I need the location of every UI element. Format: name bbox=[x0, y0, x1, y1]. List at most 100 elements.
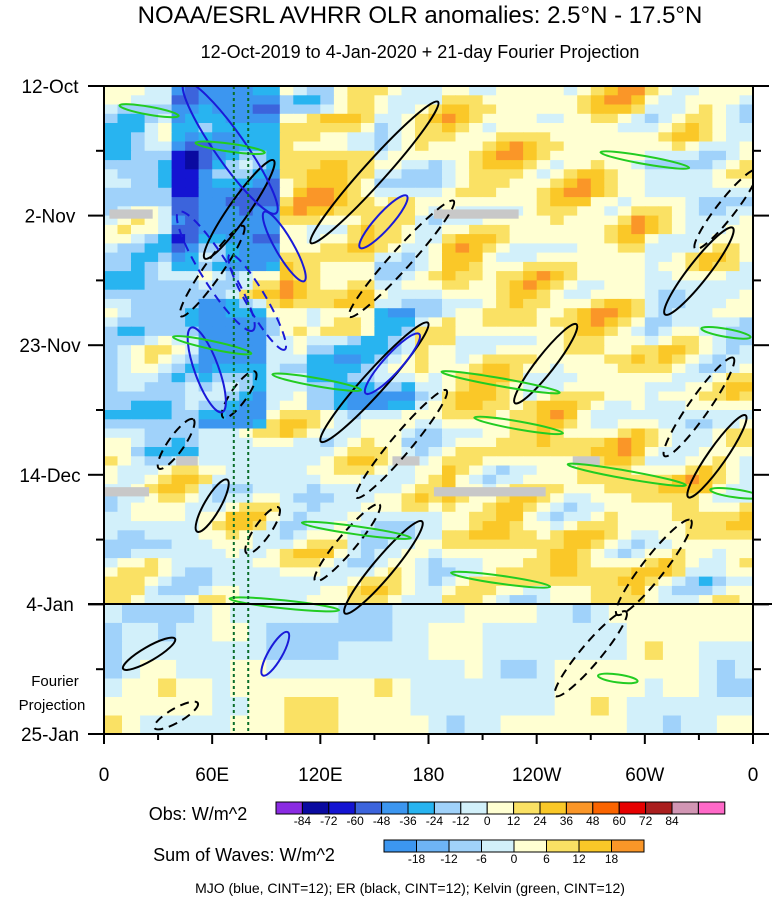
anomaly-cell bbox=[320, 178, 335, 189]
anomaly-cell bbox=[117, 326, 132, 337]
anomaly-cell bbox=[509, 363, 524, 374]
anomaly-cell bbox=[469, 289, 484, 300]
anomaly-cell bbox=[347, 95, 362, 106]
anomaly-cell bbox=[401, 474, 416, 485]
anomaly-cell bbox=[144, 104, 159, 115]
anomaly-cell bbox=[671, 530, 686, 541]
anomaly-cell bbox=[671, 113, 686, 124]
anomaly-cell bbox=[171, 206, 186, 217]
anomaly-cell bbox=[482, 493, 497, 504]
anomaly-cell bbox=[320, 95, 335, 106]
anomaly-cell bbox=[293, 271, 308, 281]
anomaly-cell bbox=[252, 391, 267, 402]
anomaly-cell bbox=[333, 132, 348, 143]
anomaly-cell bbox=[604, 206, 619, 217]
anomaly-cell bbox=[225, 345, 240, 356]
anomaly-cell bbox=[671, 261, 686, 272]
anomaly-cell bbox=[685, 132, 700, 143]
anomaly-cell bbox=[117, 567, 132, 578]
colorbar-swatch bbox=[578, 839, 612, 853]
anomaly-cell bbox=[401, 558, 416, 568]
projection-cell bbox=[392, 659, 411, 679]
anomaly-cell bbox=[360, 502, 375, 513]
anomaly-cell bbox=[401, 548, 416, 559]
anomaly-cell bbox=[144, 558, 159, 568]
anomaly-cell bbox=[726, 437, 741, 448]
anomaly-cell bbox=[739, 585, 753, 596]
anomaly-cell bbox=[523, 132, 538, 143]
anomaly-cell bbox=[658, 530, 673, 541]
anomaly-cell bbox=[428, 595, 443, 605]
projection-cell bbox=[212, 715, 231, 734]
projection-cell bbox=[140, 604, 159, 624]
anomaly-cell bbox=[333, 224, 348, 235]
anomaly-cell bbox=[360, 410, 375, 420]
anomaly-cell bbox=[631, 261, 646, 272]
anomaly-cell bbox=[374, 113, 389, 124]
anomaly-cell bbox=[523, 308, 538, 319]
anomaly-cell bbox=[415, 234, 430, 244]
projection-cell bbox=[320, 604, 339, 624]
anomaly-cell bbox=[644, 317, 659, 328]
anomaly-cell bbox=[469, 224, 484, 235]
anomaly-cell bbox=[671, 345, 686, 356]
anomaly-cell bbox=[617, 261, 632, 272]
anomaly-cell bbox=[360, 419, 375, 430]
x-tick-label: 60W bbox=[625, 765, 664, 786]
anomaly-cell bbox=[550, 187, 565, 198]
anomaly-cell bbox=[617, 410, 632, 420]
anomaly-cell bbox=[428, 382, 443, 393]
colorbar-tick-label: -60 bbox=[347, 814, 365, 828]
anomaly-cell bbox=[604, 169, 619, 180]
anomaly-cell bbox=[428, 308, 443, 319]
anomaly-cell bbox=[523, 271, 538, 281]
anomaly-cell bbox=[698, 456, 713, 467]
anomaly-cell bbox=[320, 243, 335, 254]
colorbar-tick-label: -12 bbox=[440, 852, 458, 866]
anomaly-cell bbox=[306, 456, 321, 467]
anomaly-cell bbox=[252, 104, 267, 115]
anomaly-cell bbox=[631, 252, 646, 263]
anomaly-cell bbox=[158, 595, 173, 605]
anomaly-cell bbox=[536, 474, 551, 485]
anomaly-cell bbox=[590, 252, 605, 263]
anomaly-cell bbox=[482, 363, 497, 374]
anomaly-cell bbox=[536, 113, 551, 124]
anomaly-cell bbox=[347, 243, 362, 254]
anomaly-cell bbox=[117, 224, 132, 235]
anomaly-cell bbox=[590, 345, 605, 356]
anomaly-cell bbox=[604, 595, 619, 605]
anomaly-cell bbox=[428, 511, 443, 522]
anomaly-cell bbox=[617, 576, 632, 587]
anomaly-cell bbox=[239, 160, 254, 170]
anomaly-cell bbox=[577, 187, 592, 198]
projection-cell bbox=[662, 641, 682, 661]
missing-data-patch bbox=[572, 456, 600, 466]
anomaly-cell bbox=[131, 335, 146, 346]
anomaly-cell bbox=[212, 419, 227, 430]
anomaly-cell bbox=[347, 474, 362, 485]
anomaly-cell bbox=[225, 160, 240, 170]
anomaly-cell bbox=[171, 104, 186, 115]
anomaly-cell bbox=[617, 345, 632, 356]
anomaly-cell bbox=[293, 465, 308, 476]
anomaly-cell bbox=[320, 86, 335, 96]
anomaly-cell bbox=[401, 308, 416, 319]
anomaly-cell bbox=[144, 289, 159, 300]
anomaly-cell bbox=[401, 104, 416, 115]
anomaly-cell bbox=[631, 484, 646, 494]
anomaly-cell bbox=[198, 234, 213, 244]
anomaly-cell bbox=[131, 530, 146, 541]
anomaly-cell bbox=[117, 197, 132, 207]
anomaly-cell bbox=[252, 410, 267, 420]
anomaly-cell bbox=[266, 456, 281, 467]
anomaly-cell bbox=[401, 243, 416, 254]
anomaly-cell bbox=[536, 363, 551, 374]
anomaly-cell bbox=[320, 363, 335, 374]
anomaly-cell bbox=[604, 261, 619, 272]
projection-cell bbox=[500, 715, 520, 734]
anomaly-cell bbox=[360, 86, 375, 96]
anomaly-cell bbox=[333, 474, 348, 485]
anomaly-cell bbox=[306, 400, 321, 411]
anomaly-cell bbox=[158, 280, 173, 291]
